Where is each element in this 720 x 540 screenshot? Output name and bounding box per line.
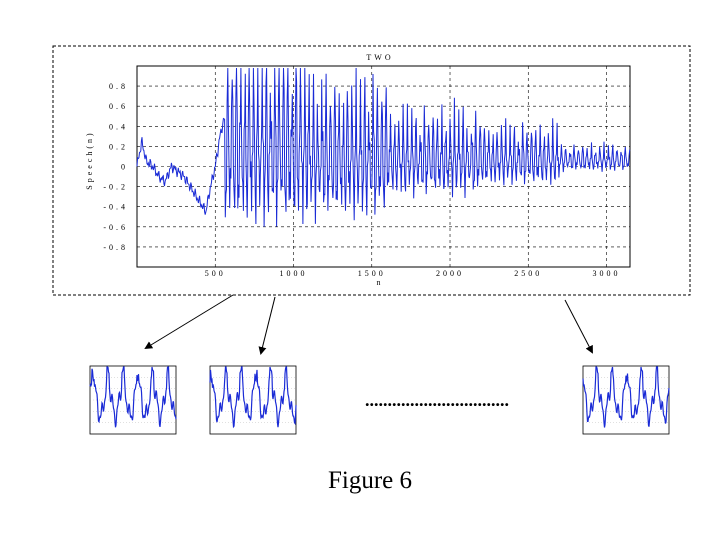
x-tick-label: 1000 xyxy=(280,269,308,278)
segment-2-plot xyxy=(209,365,297,435)
x-tick-label: 3000 xyxy=(593,269,621,278)
y-tick-labels: 0.8 0.6 0.4 0.2 0 -0.2 -0.4 -0.6 -0.8 xyxy=(103,82,128,252)
chart-frame xyxy=(52,45,691,296)
arrow-segment-last xyxy=(564,299,593,354)
y-tick-label: -0.2 xyxy=(103,183,128,192)
y-tick-label: 0.8 xyxy=(109,82,128,91)
ellipsis-dots: ................................ xyxy=(365,390,509,410)
y-tick-label: 0 xyxy=(121,163,128,172)
series-line xyxy=(136,67,631,227)
x-tick-label: 2500 xyxy=(514,269,542,278)
chart-title: TWO xyxy=(366,53,393,62)
arrow-segment-2 xyxy=(258,296,276,355)
arrow-segment-1 xyxy=(144,294,234,350)
y-tick-label: 0.2 xyxy=(109,142,128,151)
x-tick-label: 500 xyxy=(205,269,226,278)
segment-waveform xyxy=(582,366,670,428)
y-axis-label: Speech(n) xyxy=(85,130,94,189)
segment-waveform xyxy=(209,366,297,429)
figure-caption: Figure 6 xyxy=(327,467,413,494)
y-tick-label: -0.6 xyxy=(103,223,128,232)
y-tick-label: 0.4 xyxy=(109,122,128,131)
segment-waveform xyxy=(89,366,177,428)
x-axis-label: n xyxy=(377,278,384,287)
x-tick-label: 1500 xyxy=(358,269,386,278)
y-tick-label: 0.6 xyxy=(109,102,128,111)
y-tick-label: -0.4 xyxy=(103,203,128,212)
segment-1-plot xyxy=(89,365,177,435)
main-chart: TWO 0.8 0.6 0.4 0.2 0 -0.2 -0.4 -0.6 -0.8 500 100… xyxy=(85,53,631,287)
x-tick-labels: 500 1000 1500 2000 2500 3000 xyxy=(205,269,621,278)
segment-last-plot xyxy=(582,365,670,435)
y-tick-label: -0.8 xyxy=(103,243,128,252)
x-tick-label: 2000 xyxy=(436,269,464,278)
